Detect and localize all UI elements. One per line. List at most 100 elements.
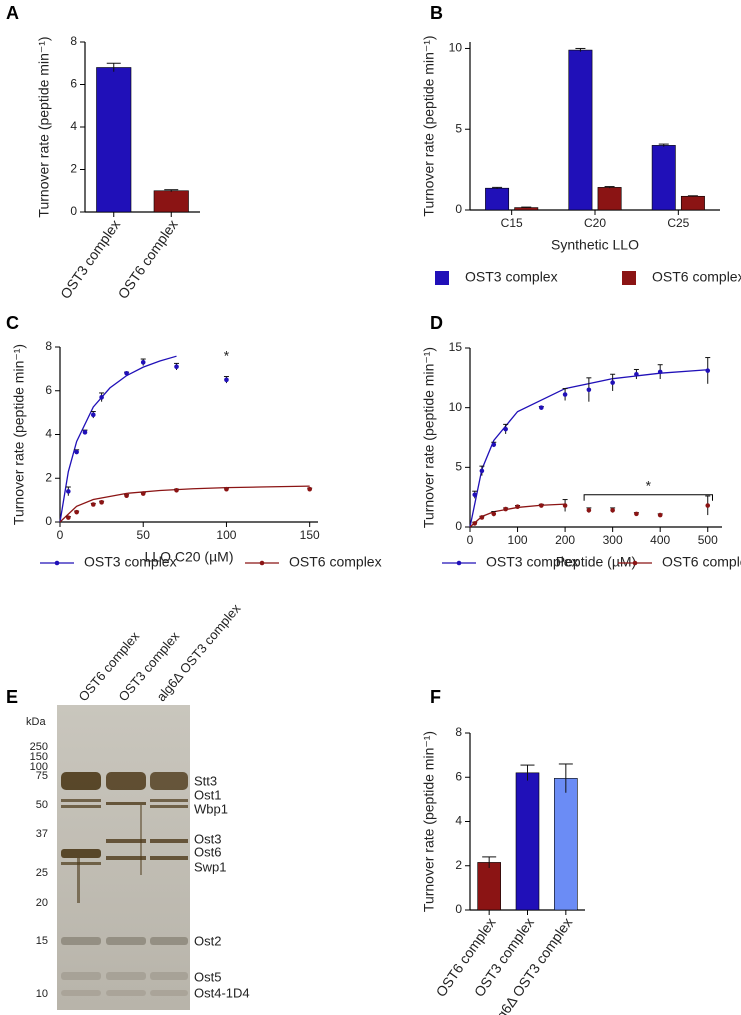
- data-point: [634, 371, 639, 377]
- x-tick-label: C20: [584, 216, 606, 230]
- data-point: [66, 489, 71, 494]
- bar: [96, 67, 132, 213]
- y-tick-label: 2: [45, 470, 52, 484]
- panel-label: F: [430, 687, 441, 707]
- annotation: *: [224, 347, 230, 363]
- ladder-label: 15: [36, 935, 48, 947]
- band-label: Ost4-1D4: [194, 985, 250, 1000]
- y-tick-label: 4: [45, 427, 52, 441]
- data-point: [634, 511, 639, 517]
- y-tick-label: 5: [455, 121, 462, 135]
- y-tick-label: 0: [455, 202, 462, 216]
- bar: [153, 190, 189, 213]
- band-label: Ost6: [194, 844, 221, 859]
- fit-curve: [59, 355, 177, 523]
- panel-label: E: [6, 687, 18, 707]
- legend-swatch: [435, 271, 449, 285]
- x-tick-label: 100: [508, 533, 528, 547]
- legend-swatch: [622, 271, 636, 285]
- x-tick-label: C15: [501, 216, 523, 230]
- chart-panel: C 0 2 4 6 8 0 50 100 150 Turnover rate (peptide mi…: [6, 313, 382, 570]
- data-point: [610, 380, 615, 385]
- data-point: [74, 509, 79, 515]
- panel-label: B: [430, 3, 443, 23]
- data-point: [503, 506, 508, 512]
- data-point: [307, 486, 312, 492]
- ladder-label: 100: [30, 761, 48, 773]
- y-tick-label: 0: [70, 204, 77, 218]
- bar: [651, 145, 676, 211]
- y-tick-label: 2: [70, 162, 77, 176]
- y-tick-label: 6: [45, 383, 52, 397]
- ladder-label: 10: [36, 988, 48, 1000]
- x-axis-label: LLO C20 (µM): [145, 549, 234, 565]
- bar: [477, 862, 501, 911]
- data-point: [82, 430, 88, 435]
- data-point: [657, 512, 663, 518]
- data-point: [705, 368, 711, 373]
- data-point: [515, 504, 520, 510]
- data-point: [224, 377, 229, 383]
- band-label: Ost5: [194, 969, 221, 984]
- x-axis-label: Synthetic LLO: [551, 237, 639, 253]
- y-tick-label: 6: [455, 769, 462, 783]
- bracket: [583, 494, 713, 501]
- bar: [554, 778, 578, 911]
- y-axis-label: Turnover rate (peptide min⁻¹): [421, 35, 437, 216]
- ladder-label: 25: [36, 867, 48, 879]
- x-tick-label: 500: [698, 533, 718, 547]
- ladder-label: 50: [36, 799, 48, 811]
- y-tick-label: 10: [449, 400, 463, 414]
- y-tick-label: 4: [455, 814, 462, 828]
- fit-curve: [469, 369, 708, 528]
- legend-label: OST3 complex: [486, 554, 579, 570]
- x-tick-label: OST3 complex: [57, 217, 123, 302]
- y-tick-label: 0: [455, 519, 462, 533]
- data-point: [90, 502, 96, 507]
- data-point: [74, 449, 79, 455]
- band-label: Stt3: [194, 773, 217, 788]
- band-label: Swp1: [194, 859, 227, 874]
- data-point: [479, 515, 485, 520]
- data-point: [124, 370, 129, 376]
- y-tick-label: 8: [45, 339, 52, 353]
- annotation: *: [646, 477, 652, 493]
- panel-label: A: [6, 3, 19, 23]
- band-label: Ost3: [194, 831, 221, 846]
- fit-curve: [59, 485, 310, 523]
- legend-label: OST6 complex: [289, 554, 382, 570]
- y-axis-label: Turnover rate (peptide min⁻¹): [36, 36, 52, 217]
- x-tick-label: 400: [650, 533, 670, 547]
- panel-label: D: [430, 313, 443, 333]
- data-point: [479, 468, 485, 474]
- x-tick-label: 100: [216, 528, 236, 542]
- legend-marker: [632, 560, 638, 566]
- bar: [680, 195, 705, 211]
- legend-label: OST6 complex: [652, 269, 741, 285]
- y-tick-label: 5: [455, 460, 462, 474]
- x-axis-label: Peptide (µM): [556, 554, 636, 570]
- data-point: [705, 503, 711, 508]
- data-point: [657, 369, 663, 375]
- y-axis-label: Turnover rate (peptide min⁻¹): [421, 731, 437, 912]
- bar: [597, 187, 622, 211]
- x-tick-label: 50: [137, 528, 151, 542]
- y-tick-label: 8: [455, 725, 462, 739]
- x-tick-label: OST6 complex: [115, 217, 181, 302]
- data-point: [140, 360, 146, 365]
- x-tick-label: C25: [667, 216, 689, 230]
- legend-label: OST3 complex: [84, 554, 177, 570]
- data-point: [586, 507, 592, 513]
- y-tick-label: 15: [449, 340, 463, 354]
- data-point: [562, 392, 568, 397]
- data-point: [140, 491, 146, 496]
- ladder-label: 37: [36, 828, 48, 840]
- data-point: [90, 412, 96, 418]
- ladder-label: 75: [36, 770, 48, 782]
- data-point: [472, 521, 478, 526]
- x-tick-label: 150: [300, 528, 320, 542]
- data-point: [124, 493, 129, 499]
- data-point: [174, 364, 179, 369]
